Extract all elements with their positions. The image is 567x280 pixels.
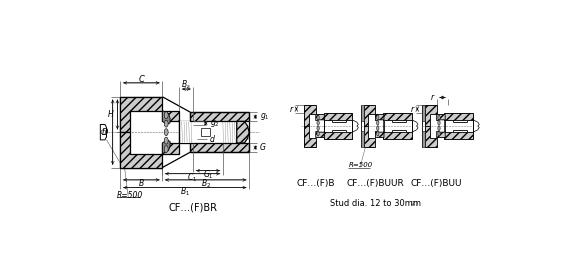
Polygon shape [364, 126, 375, 147]
Ellipse shape [376, 115, 379, 120]
Text: $B_1$: $B_1$ [180, 185, 190, 198]
Polygon shape [375, 115, 384, 121]
Polygon shape [422, 105, 425, 121]
Polygon shape [324, 132, 352, 139]
Text: $B_2$: $B_2$ [201, 178, 211, 190]
Text: D: D [101, 128, 108, 137]
Polygon shape [162, 143, 179, 154]
Polygon shape [422, 130, 425, 147]
Text: $g_1$: $g_1$ [260, 111, 270, 122]
Ellipse shape [164, 137, 168, 144]
Polygon shape [120, 97, 162, 132]
Text: CF…(F)BUUR: CF…(F)BUUR [346, 179, 404, 188]
Ellipse shape [376, 121, 379, 125]
Polygon shape [445, 113, 473, 120]
Polygon shape [304, 126, 316, 147]
Polygon shape [375, 131, 384, 137]
Polygon shape [162, 111, 179, 121]
Ellipse shape [164, 112, 168, 119]
Text: $^{(2)}$: $^{(2)}$ [409, 199, 418, 207]
Text: $G_1$: $G_1$ [202, 168, 213, 181]
Polygon shape [190, 112, 249, 121]
Ellipse shape [376, 126, 379, 130]
Text: r: r [411, 104, 414, 114]
Ellipse shape [438, 115, 440, 120]
Text: r: r [430, 93, 434, 102]
Text: CF…(F)BR: CF…(F)BR [168, 203, 217, 213]
Polygon shape [162, 140, 170, 154]
Polygon shape [361, 130, 364, 147]
Ellipse shape [317, 121, 319, 125]
Polygon shape [383, 132, 412, 139]
Text: Stud dia. 12 to 30mm: Stud dia. 12 to 30mm [330, 199, 421, 208]
Ellipse shape [164, 129, 168, 136]
Ellipse shape [164, 120, 168, 127]
Polygon shape [120, 132, 162, 167]
Polygon shape [361, 105, 364, 121]
Polygon shape [445, 132, 473, 139]
Ellipse shape [376, 131, 379, 136]
Polygon shape [316, 115, 324, 121]
Polygon shape [190, 143, 249, 152]
Polygon shape [179, 121, 237, 143]
Polygon shape [162, 111, 170, 124]
Text: H: H [108, 110, 113, 119]
Polygon shape [364, 105, 375, 126]
Polygon shape [304, 105, 316, 126]
Text: CF…(F)BUU: CF…(F)BUU [411, 179, 463, 188]
Polygon shape [237, 121, 249, 143]
Text: CF…(F)B: CF…(F)B [297, 179, 335, 188]
Text: C: C [138, 74, 145, 83]
Polygon shape [383, 113, 412, 120]
Ellipse shape [164, 146, 168, 153]
Ellipse shape [317, 131, 319, 136]
Text: $g_2$: $g_2$ [210, 118, 220, 129]
Ellipse shape [317, 115, 319, 120]
Text: r: r [290, 104, 293, 114]
Bar [201, 128, 210, 136]
Text: $B_s$: $B_s$ [181, 79, 191, 92]
Text: d: d [210, 135, 214, 144]
Polygon shape [100, 124, 107, 140]
Ellipse shape [317, 126, 319, 130]
Text: $C_1$: $C_1$ [188, 171, 198, 184]
Polygon shape [437, 131, 445, 137]
Polygon shape [324, 113, 352, 120]
Ellipse shape [438, 121, 440, 125]
Text: G: G [260, 143, 266, 152]
Ellipse shape [438, 131, 440, 136]
Text: R=500: R=500 [348, 162, 373, 168]
Polygon shape [425, 105, 437, 126]
Polygon shape [425, 126, 437, 147]
Polygon shape [437, 115, 445, 121]
Polygon shape [316, 131, 324, 137]
Ellipse shape [438, 126, 440, 130]
Text: B: B [139, 179, 144, 188]
Text: R=500: R=500 [117, 191, 143, 200]
